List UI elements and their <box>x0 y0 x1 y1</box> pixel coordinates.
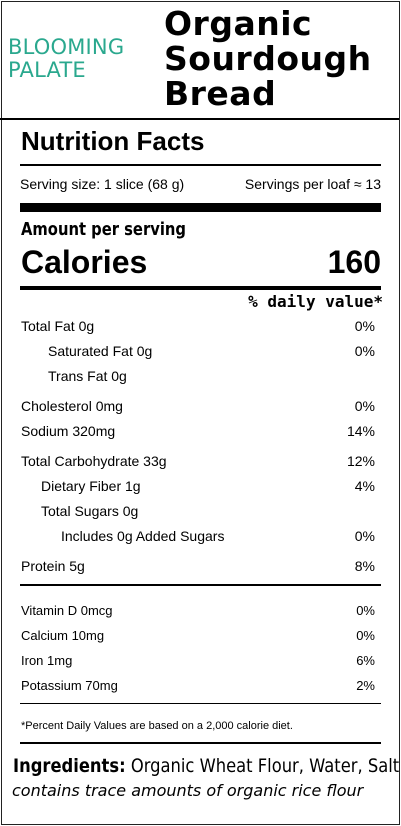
nutrient-label: Dietary Fiber 1g <box>41 478 141 494</box>
vitamin-label: Iron 1mg <box>21 653 73 668</box>
vitamins-rule <box>20 584 381 586</box>
brand-line-2: PALATE <box>8 58 86 82</box>
nutrition-facts-heading: Nutrition Facts <box>21 126 205 156</box>
nutrient-label: Protein 5g <box>21 558 85 574</box>
header-divider <box>0 118 399 120</box>
calories-value: 160 <box>327 244 381 280</box>
serving-size: Serving size: 1 slice (68 g) <box>20 176 185 192</box>
vitamin-label: Calcium 10mg <box>21 628 105 643</box>
nutrient-dv: 0% <box>354 528 375 544</box>
title-line-2: Sourdough <box>164 39 372 78</box>
amount-per-serving: Amount per serving <box>21 219 186 240</box>
vitamin-dv: 0% <box>356 603 375 618</box>
product-title: Organic Sourdough Bread <box>164 6 372 111</box>
ingredients-rule <box>20 742 381 744</box>
title-line-3: Bread <box>164 74 277 113</box>
ingredients-heading: Ingredients: <box>13 755 126 777</box>
nutrient-label: Saturated Fat 0g <box>48 343 153 359</box>
footnote: *Percent Daily Values are based on a 2,0… <box>21 720 293 732</box>
nutrient-dv: 14% <box>346 423 375 439</box>
brand-line-1: BLOOMING <box>8 35 125 59</box>
servings-per-loaf: Servings per loaf ≈ 13 <box>244 176 381 192</box>
footnote-rule <box>20 703 381 704</box>
ingredients: Ingredients: Organic Wheat Flour, Water,… <box>13 755 399 777</box>
serving-row: Serving size: 1 slice (68 g) Servings pe… <box>20 176 381 192</box>
vitamin-label: Potassium 70mg <box>21 678 118 693</box>
nutrient-label: Sodium 320mg <box>21 423 116 439</box>
nutrient-label: Total Fat 0g <box>21 318 95 334</box>
vitamin-dv: 0% <box>356 628 375 643</box>
nutrient-dv: 8% <box>354 558 375 574</box>
ingredients-list: Organic Wheat Flour, Water, Salt <box>130 755 400 777</box>
trace-note: contains trace amounts of organic rice f… <box>12 781 364 800</box>
brand-logo: BLOOMING PALATE <box>8 36 124 82</box>
nutrient-dv: 0% <box>354 343 375 359</box>
nutrient-label: Cholesterol 0mg <box>21 398 123 414</box>
nutrient-dv: 12% <box>346 453 375 469</box>
daily-value-header: % daily value* <box>248 292 383 311</box>
calories-rule <box>20 286 381 290</box>
nutrient-label: Includes 0g Added Sugars <box>61 528 225 544</box>
nutrient-label: Total Sugars 0g <box>41 503 139 519</box>
vitamin-dv: 6% <box>356 653 375 668</box>
title-line-1: Organic <box>164 4 313 43</box>
nutrient-dv: 0% <box>354 318 375 334</box>
thick-rule <box>20 203 381 212</box>
heading-rule <box>20 164 381 166</box>
nutrient-label: Trans Fat 0g <box>48 368 127 384</box>
vitamin-label: Vitamin D 0mcg <box>21 603 113 618</box>
nutrient-dv: 0% <box>354 398 375 414</box>
nutrient-dv: 4% <box>354 478 375 494</box>
vitamin-dv: 2% <box>356 678 375 693</box>
calories-label: Calories <box>21 244 148 280</box>
nutrient-label: Total Carbohydrate 33g <box>21 453 167 469</box>
